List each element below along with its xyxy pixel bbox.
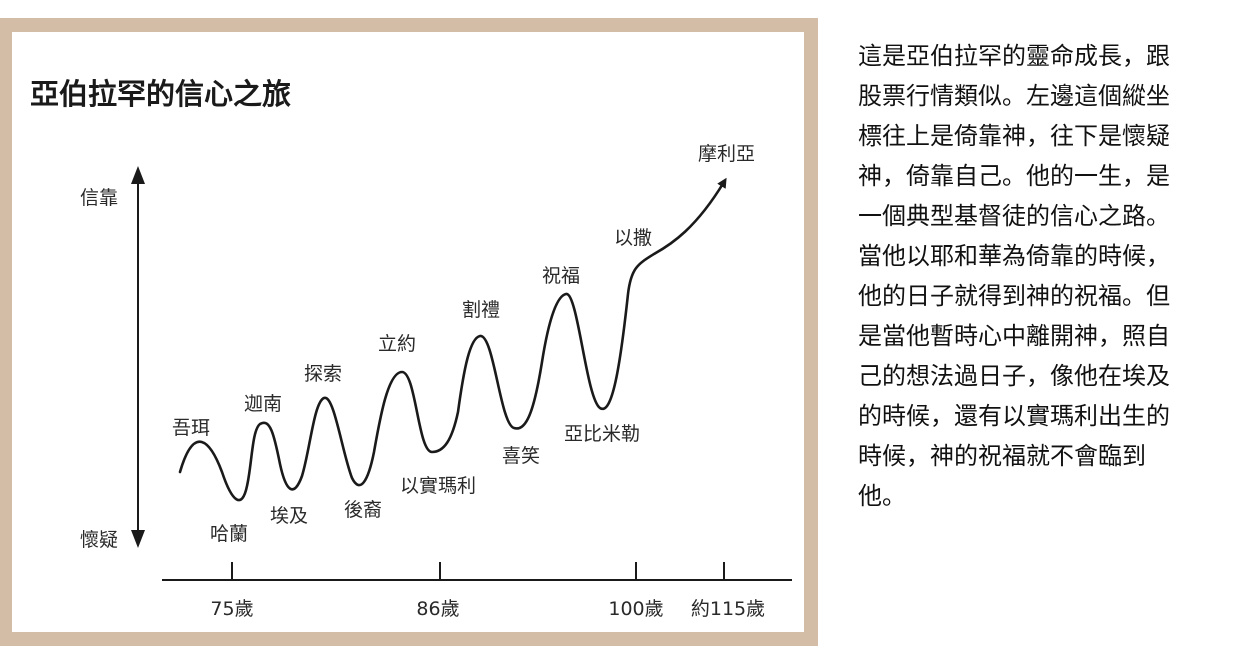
article-line: 神，倚靠自己。他的一生，是 (858, 162, 1170, 190)
event-label-descendants: 後裔 (344, 499, 382, 521)
event-label-laughter: 喜笑 (502, 445, 540, 467)
faith-journey-curve (178, 177, 727, 502)
article-line: 股票行情類似。左邊這個縱坐 (858, 82, 1170, 110)
article-line: 這是亞伯拉罕的靈命成長，跟 (858, 42, 1170, 70)
article-line: 一個典型基督徒的信心之路。 (858, 202, 1170, 230)
figure-frame: 亞伯拉罕的信心之旅 信靠 懷疑 75歲 86歲 100歲 約115歲 吾珥 哈蘭… (0, 18, 818, 646)
event-label-moriah: 摩利亞 (698, 143, 755, 165)
event-label-haran: 哈蘭 (210, 523, 248, 545)
axis-label-trust: 信靠 (80, 187, 118, 209)
event-label-blessing: 祝福 (542, 265, 580, 287)
figure-title: 亞伯拉罕的信心之旅 (30, 77, 291, 111)
article-line: 是當他暫時心中離開神，照自 (858, 322, 1170, 350)
event-label-canaan: 迦南 (244, 393, 282, 415)
tick-label-115: 約115歲 (691, 598, 765, 620)
axis-arrow-down-icon (131, 530, 145, 548)
article-line: 時候，神的祝福就不會臨到 (858, 442, 1146, 470)
article-line: 己的想法過日子，像他在埃及 (858, 362, 1170, 390)
article-paragraph: 這是亞伯拉罕的靈命成長，跟 股票行情類似。左邊這個縱坐 標往上是倚靠神，往下是懷… (858, 36, 1242, 516)
article-line: 當他以耶和華為倚靠的時候， (858, 242, 1170, 270)
tick-label-86: 86歲 (416, 598, 459, 620)
event-label-ishmael: 以實瑪利 (400, 475, 476, 497)
faith-journey-diagram: 亞伯拉罕的信心之旅 信靠 懷疑 75歲 86歲 100歲 約115歲 吾珥 哈蘭… (30, 77, 792, 620)
axis-arrow-up-icon (131, 166, 145, 184)
article-line: 他。 (858, 482, 906, 510)
event-label-abimelech: 亞比米勒 (564, 423, 640, 445)
event-label-explore: 探索 (304, 363, 342, 385)
event-label-circumcision: 割禮 (462, 299, 500, 321)
axis-label-doubt: 懷疑 (80, 529, 118, 551)
event-label-isaac: 以撒 (614, 227, 652, 249)
tick-label-75: 75歲 (210, 598, 253, 620)
event-label-egypt: 埃及 (270, 505, 308, 527)
tick-label-100: 100歲 (608, 598, 663, 620)
article-line: 標往上是倚靠神，往下是懷疑 (858, 122, 1170, 150)
event-label-ur: 吾珥 (172, 417, 210, 439)
article-line: 的時候，還有以實瑪利出生的 (858, 402, 1170, 430)
event-label-covenant: 立約 (378, 333, 416, 355)
article-line: 他的日子就得到神的祝福。但 (858, 282, 1170, 310)
figure-panel: 亞伯拉罕的信心之旅 信靠 懷疑 75歲 86歲 100歲 約115歲 吾珥 哈蘭… (12, 32, 804, 632)
